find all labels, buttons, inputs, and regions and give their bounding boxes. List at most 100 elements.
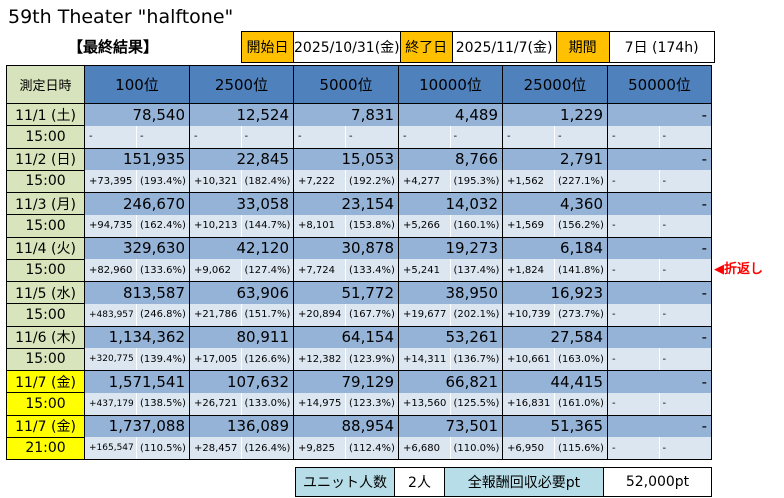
growth-percent: (127.4%) [244,264,291,276]
growth-percent: (126.4%) [244,442,291,454]
rank-change: +1,824 (141.8%) [503,259,607,281]
growth-percent: - [662,353,667,365]
rank-value: 66,821 [398,370,503,393]
start-date-label: 開始日 [241,31,294,63]
rank-value: 813,587 [84,281,190,304]
growth-percent: (195.3%) [453,175,500,187]
rank-value: 23,154 [293,192,399,215]
increase-value: +26,721 [191,392,242,415]
increase-value: - [295,125,346,148]
increase-value: +20,894 [295,303,346,326]
increase-value: +1,562 [504,170,555,192]
growth-percent: (156.2%) [558,220,604,231]
rank-column-header: 5000位 [293,65,399,104]
rank-change: +16,831 (161.0%) [503,392,607,415]
row-date: 11/7 (金) [6,370,85,393]
rank-change: -- [85,125,189,148]
increase-value: +7,222 [295,170,346,192]
rank-change: -- [608,214,711,237]
rank-change: +14,311 (136.7%) [399,348,502,370]
row-date: 11/1 (土) [6,103,85,126]
rank-value: 1,229 [502,103,608,126]
rank-change: -- [608,348,711,370]
rank-value: 8,766 [398,147,503,170]
growth-percent: (139.4%) [140,353,186,365]
rank-value: - [607,192,712,215]
growth-percent: (133.6%) [140,264,186,276]
increase-value: +82,960 [86,259,137,281]
rank-value: 1,737,088 [84,414,190,437]
rank-value: 30,878 [293,236,399,259]
rank-value: 12,524 [189,103,294,126]
rank-change: +5,266 (160.1%) [399,214,502,237]
rank-change: +10,213 (144.7%) [190,214,293,237]
rank-value: 63,906 [189,281,294,304]
rank-change: +437,179 (138.5%) [85,392,189,415]
rank-value: 4,360 [502,192,608,215]
rank-value: 80,911 [189,325,294,348]
growth-percent: (167.7%) [349,309,395,320]
growth-percent: (151.7%) [244,309,291,320]
unit-summary-table: ユニット人数 2人 全報酬回収必要pt 52,000pt [295,467,712,497]
increase-value: +10,661 [504,348,555,370]
end-date-label: 終了日 [399,31,453,63]
growth-percent: (138.5%) [140,398,186,409]
rank-change: +26,721 (133.0%) [190,392,293,415]
rank-change: -- [608,125,711,148]
row-time: 15:00 [6,392,85,416]
rank-value: - [607,103,712,126]
rank-change: +28,457 (126.4%) [190,437,293,459]
increase-value: +1,824 [504,259,555,281]
row-date: 11/2 (日) [6,147,85,171]
rank-change: -- [608,259,711,281]
growth-percent: (153.8%) [349,220,395,231]
rank-change: -- [399,125,502,148]
increase-value: - [400,125,451,148]
growth-percent: (137.4%) [453,264,500,276]
start-date-value: 2025/10/31(金) [293,31,401,63]
growth-percent: (133.4%) [349,264,395,276]
increase-value: +13,560 [400,392,451,415]
rank-change: +10,661 (163.0%) [503,348,607,370]
growth-percent: - [349,131,353,142]
increase-value: +483,957 [86,303,137,326]
rank-value: 246,670 [84,192,190,215]
growth-percent: (162.4%) [140,220,186,231]
rank-value: 136,089 [189,414,294,437]
rank-change: +20,894 (167.7%) [294,303,398,326]
rank-change: +7,724 (133.4%) [294,259,398,281]
increase-value: - [609,170,660,192]
end-date-value: 2025/11/7(金) [451,31,557,63]
rank-value: 329,630 [84,236,190,259]
rank-value: - [607,414,712,437]
row-time: 15:00 [6,169,85,193]
rank-change: +1,562 (227.1%) [503,170,607,192]
rank-value: 151,935 [84,147,190,170]
period-label: 期間 [555,31,610,63]
increase-value: - [609,437,660,459]
growth-percent: - [662,442,667,454]
rank-value: 51,365 [502,414,608,437]
rank-change: -- [294,125,398,148]
growth-percent: - [662,131,667,142]
growth-percent: (161.0%) [558,398,604,409]
rank-value: 2,791 [502,147,608,170]
growth-percent: (273.7%) [558,309,604,320]
rank-value: 1,571,541 [84,370,190,393]
rank-change: +13,560 (125.5%) [399,392,502,415]
increase-value: - [86,125,137,148]
page-title: 59th Theater "halftone" [8,6,234,28]
growth-percent: (193.4%) [140,175,186,187]
growth-percent: (202.1%) [453,309,500,320]
increase-value: +10,739 [504,303,555,326]
rank-value: 51,772 [293,281,399,304]
increase-value: - [609,214,660,237]
rank-column-header: 10000位 [398,65,503,104]
rank-value: 107,632 [189,370,294,393]
rank-change: +6,950 (115.6%) [503,437,607,459]
row-date: 11/6 (木) [6,325,85,349]
growth-percent: (246.8%) [140,309,186,320]
ranking-table: 測定日時 100位 2500位 5000位 10000位 25000位 50000位 11/1… [6,65,712,460]
increase-value: +9,062 [191,259,242,281]
increase-value: +12,382 [295,348,346,370]
